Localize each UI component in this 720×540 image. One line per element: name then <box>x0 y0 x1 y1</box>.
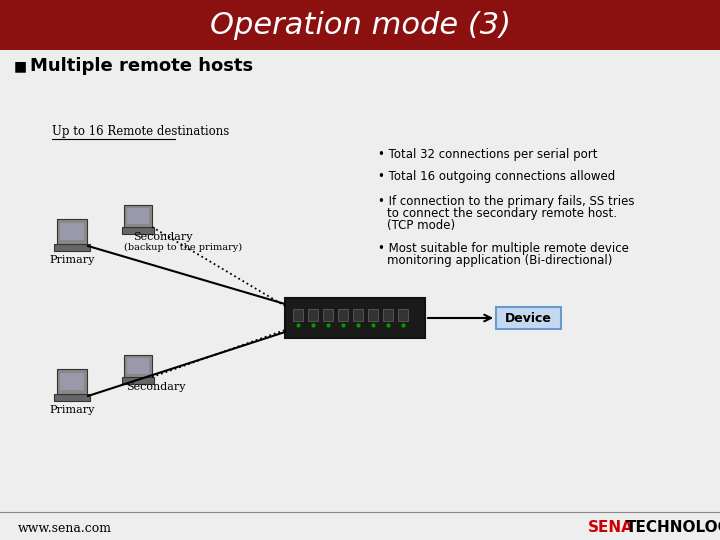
Bar <box>323 309 333 321</box>
Text: Secondary: Secondary <box>133 232 193 242</box>
Bar <box>57 369 87 394</box>
Bar <box>308 309 318 321</box>
Bar <box>293 309 303 321</box>
Bar <box>124 355 152 377</box>
Text: Primary: Primary <box>49 405 95 415</box>
Bar <box>124 205 152 227</box>
Text: Secondary: Secondary <box>126 382 186 392</box>
Bar <box>60 373 84 390</box>
Text: ■: ■ <box>14 59 27 73</box>
Bar <box>127 358 149 374</box>
Bar <box>338 309 348 321</box>
Bar <box>122 227 154 234</box>
Bar <box>285 298 425 338</box>
Bar <box>353 309 363 321</box>
Text: • Total 32 connections per serial port: • Total 32 connections per serial port <box>378 148 598 161</box>
Text: Device: Device <box>505 312 552 325</box>
Bar <box>0 0 720 50</box>
Bar <box>55 244 89 251</box>
Text: monitoring application (Bi-directional): monitoring application (Bi-directional) <box>387 254 613 267</box>
Text: Primary: Primary <box>49 255 95 265</box>
Bar <box>383 309 393 321</box>
Bar <box>368 309 378 321</box>
Bar <box>57 219 87 244</box>
Bar <box>398 309 408 321</box>
Text: SENA: SENA <box>588 521 634 536</box>
Text: • Total 16 outgoing connections allowed: • Total 16 outgoing connections allowed <box>378 170 616 183</box>
Text: (backup to the primary): (backup to the primary) <box>124 243 242 252</box>
Bar <box>60 222 84 240</box>
Bar <box>55 394 89 401</box>
Text: Operation mode (3): Operation mode (3) <box>210 10 510 39</box>
Text: TECHNOLOGIES: TECHNOLOGIES <box>626 521 720 536</box>
Text: (TCP mode): (TCP mode) <box>387 219 455 232</box>
Text: www.sena.com: www.sena.com <box>18 522 112 535</box>
Text: • Most suitable for multiple remote device: • Most suitable for multiple remote devi… <box>378 242 629 255</box>
Text: to connect the secondary remote host.: to connect the secondary remote host. <box>387 207 617 220</box>
Text: Up to 16 Remote destinations: Up to 16 Remote destinations <box>52 125 229 138</box>
Text: • If connection to the primary fails, SS tries: • If connection to the primary fails, SS… <box>378 195 634 208</box>
Bar <box>127 208 149 224</box>
Bar <box>122 377 154 384</box>
Text: Multiple remote hosts: Multiple remote hosts <box>30 57 253 75</box>
Bar <box>496 307 561 329</box>
